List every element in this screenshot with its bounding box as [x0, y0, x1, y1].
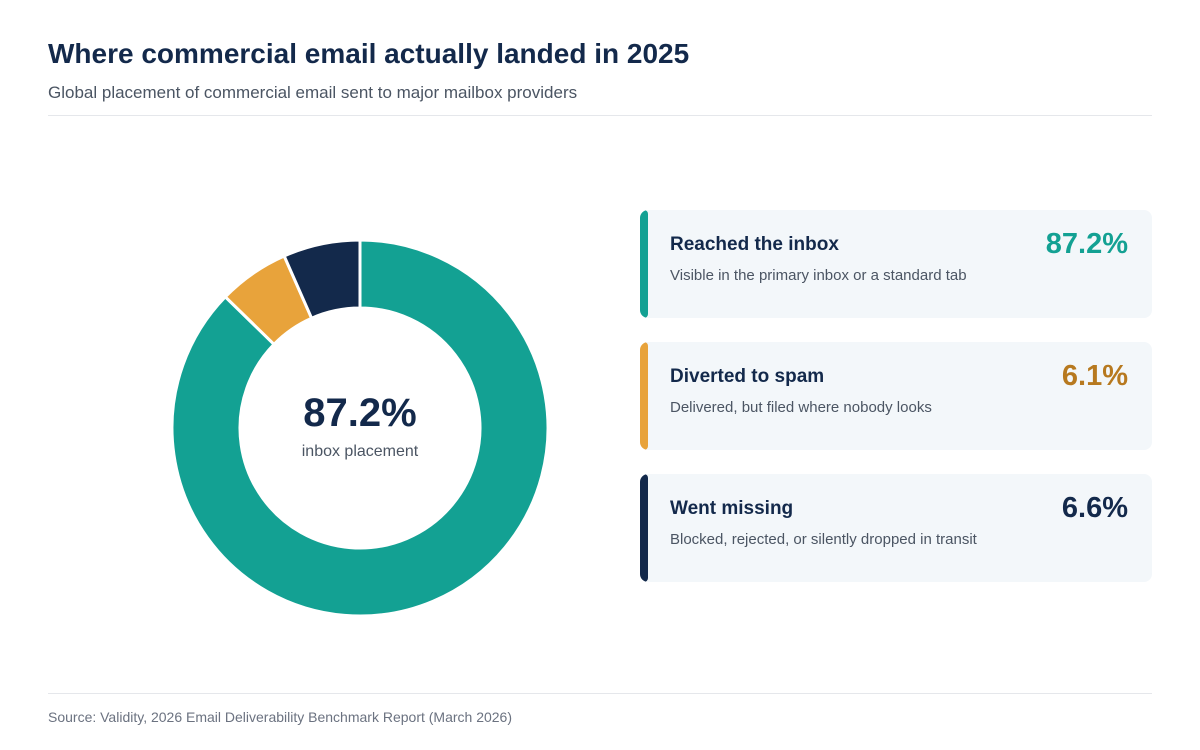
donut-slices: [170, 238, 550, 618]
legend-color-bar-inbox: [640, 210, 648, 318]
legend-color-bar-spam: [640, 342, 648, 450]
legend-value-missing: 6.6%: [1061, 492, 1128, 524]
legend-value-spam: 6.1%: [1061, 360, 1128, 392]
donut-slice-inbox: [170, 238, 550, 618]
legend-value-inbox: 87.2%: [1045, 228, 1128, 260]
legend-label-spam: Diverted to spam: [670, 366, 825, 387]
legend-cards: Reached the inbox Visible in the primary…: [640, 210, 1152, 606]
donut-slice-missing: [282, 238, 362, 321]
legend-description-inbox: Visible in the primary inbox or a standa…: [670, 267, 967, 284]
source-note: Source: Validity, 2026 Email Deliverabil…: [48, 709, 513, 725]
chart-title: Where commercial email actually landed i…: [48, 38, 690, 69]
legend-label-missing: Went missing: [670, 498, 794, 519]
donut-center-value: 87.2%: [303, 391, 416, 435]
footer-divider: [48, 693, 1152, 694]
legend-card-spam: Diverted to spam Delivered, but filed wh…: [640, 342, 1152, 450]
donut-center-label: inbox placement: [302, 443, 419, 460]
header-divider: [48, 115, 1152, 116]
legend-card-inbox: Reached the inbox Visible in the primary…: [640, 210, 1152, 318]
legend-label-inbox: Reached the inbox: [670, 234, 839, 255]
legend-description-missing: Blocked, rejected, or silently dropped i…: [670, 531, 977, 548]
legend-card-missing: Went missing Blocked, rejected, or silen…: [640, 474, 1152, 582]
legend-description-spam: Delivered, but filed where nobody looks: [670, 399, 932, 416]
legend-color-bar-missing: [640, 474, 648, 582]
chart-subtitle: Global placement of commercial email sen…: [48, 83, 578, 102]
donut-chart: 87.2% inbox placement: [170, 238, 550, 618]
